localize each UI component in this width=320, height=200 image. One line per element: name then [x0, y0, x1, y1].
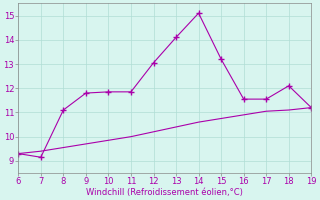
- X-axis label: Windchill (Refroidissement éolien,°C): Windchill (Refroidissement éolien,°C): [86, 188, 243, 197]
